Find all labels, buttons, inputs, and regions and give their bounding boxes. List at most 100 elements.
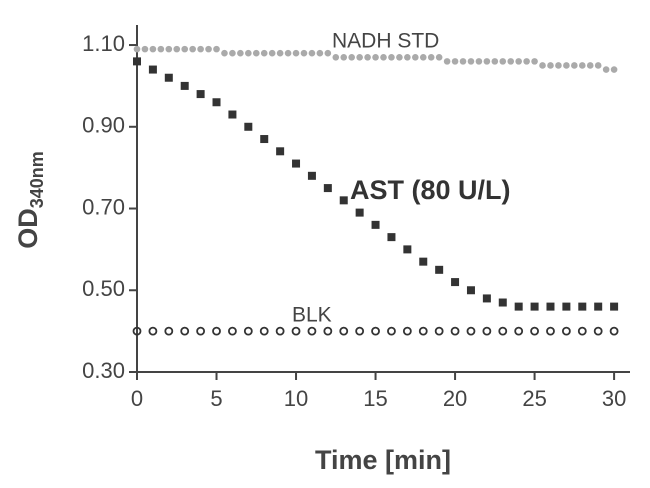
marker: [507, 58, 515, 65]
marker: [594, 62, 602, 69]
marker: [523, 58, 530, 65]
marker: [260, 135, 269, 144]
marker: [157, 45, 165, 53]
marker: [396, 53, 403, 61]
marker: [197, 45, 204, 53]
marker: [307, 171, 316, 180]
marker: [260, 49, 268, 57]
marker: [276, 147, 285, 156]
marker: [555, 62, 562, 69]
y-label-sub: 340nm: [27, 151, 47, 208]
marker: [323, 326, 333, 336]
marker: [355, 208, 364, 217]
marker: [252, 49, 260, 57]
x-axis-label: Time [min]: [315, 445, 451, 475]
marker: [324, 49, 332, 57]
marker: [356, 53, 363, 61]
marker: [609, 326, 619, 336]
y-axis-label: OD340nm: [13, 151, 47, 249]
marker: [451, 278, 460, 287]
marker: [180, 81, 189, 90]
marker: [466, 286, 475, 295]
marker: [165, 45, 173, 53]
marker: [593, 326, 603, 336]
marker: [467, 58, 475, 65]
marker: [514, 302, 523, 311]
marker: [164, 73, 173, 82]
marker: [371, 326, 380, 336]
marker: [387, 326, 396, 336]
marker: [292, 159, 301, 168]
marker: [388, 53, 395, 61]
marker: [221, 49, 228, 57]
marker: [482, 294, 491, 303]
marker: [419, 257, 428, 266]
marker: [332, 53, 340, 61]
marker: [498, 298, 507, 307]
marker: [578, 62, 586, 69]
marker: [245, 49, 252, 57]
marker: [546, 326, 555, 336]
marker: [133, 57, 141, 66]
marker: [514, 326, 524, 336]
marker: [380, 53, 387, 61]
y-tick-label: 0.50: [82, 276, 125, 301]
marker: [275, 326, 285, 336]
marker: [237, 49, 244, 57]
marker: [561, 326, 571, 336]
marker: [180, 326, 190, 336]
x-tick-label: 25: [522, 386, 546, 411]
marker: [427, 53, 435, 61]
marker: [586, 62, 594, 69]
x-tick-label: 20: [443, 386, 467, 411]
marker: [212, 326, 221, 336]
marker: [292, 49, 300, 57]
marker: [291, 326, 301, 336]
marker: [372, 53, 379, 61]
x-tick-label: 30: [602, 386, 626, 411]
marker: [602, 66, 610, 73]
x-tick-label: 0: [131, 386, 143, 411]
marker: [435, 265, 444, 274]
marker: [196, 326, 206, 336]
marker: [164, 326, 174, 336]
marker: [404, 53, 411, 61]
y-label-main: OD: [13, 208, 43, 249]
marker: [348, 53, 355, 61]
marker: [228, 326, 237, 336]
marker: [483, 58, 491, 65]
y-tick-label: 0.90: [82, 113, 125, 138]
series-label: BLK: [292, 304, 332, 327]
marker: [268, 49, 276, 57]
marker: [173, 45, 181, 53]
marker: [243, 326, 253, 336]
marker: [228, 110, 237, 119]
y-tick-label: 1.10: [82, 31, 125, 56]
series-label: NADH STD: [332, 30, 439, 53]
marker: [475, 58, 483, 65]
marker: [419, 53, 427, 61]
marker: [189, 45, 196, 53]
marker: [132, 326, 142, 336]
marker: [578, 302, 587, 311]
marker: [316, 49, 324, 57]
marker: [499, 58, 507, 65]
marker: [539, 62, 546, 69]
y-tick-label: 0.70: [82, 194, 125, 219]
y-tick-label: 0.30: [82, 358, 125, 383]
marker: [133, 45, 141, 53]
marker: [482, 326, 492, 336]
marker: [402, 326, 412, 336]
marker: [339, 196, 348, 205]
marker: [387, 233, 396, 242]
marker: [284, 49, 292, 57]
marker: [300, 49, 308, 57]
marker: [498, 326, 508, 336]
marker: [531, 58, 538, 65]
marker: [148, 326, 158, 336]
marker: [149, 45, 157, 53]
series-label: AST (80 U/L): [350, 175, 511, 205]
marker: [141, 45, 149, 53]
marker: [577, 326, 587, 336]
